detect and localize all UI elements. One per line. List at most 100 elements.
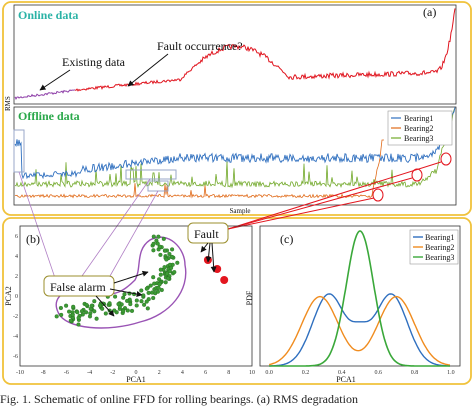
pdf-x-ticks: 0.0 0.2 0.4 0.6 0.8 1.0	[265, 370, 454, 376]
pca-point	[167, 251, 172, 257]
fault-link-3	[227, 161, 442, 230]
y-tick-label: 4	[15, 254, 18, 260]
fault-arrow-1	[200, 242, 209, 253]
fault-circle-bearing1	[440, 152, 452, 166]
x-tick-label: 0	[135, 370, 138, 376]
pca-point	[158, 272, 163, 277]
pca-point	[151, 275, 156, 280]
pdf-axes	[259, 225, 461, 367]
fault-link-1	[227, 197, 375, 230]
pca-point	[122, 292, 127, 297]
y-tick-label: -2	[13, 314, 18, 320]
fault-arrow-3	[210, 242, 217, 273]
fault-circle-bearing3	[411, 168, 423, 182]
pca-point	[166, 276, 171, 281]
pca-point	[139, 288, 144, 293]
pca-point	[88, 306, 93, 311]
pca-point	[151, 234, 156, 239]
legend-bearing2: Bearing2	[404, 124, 433, 133]
pca-point	[142, 302, 147, 307]
y-tick-label: -6	[13, 354, 18, 360]
panel-b-label: (b)	[26, 232, 40, 246]
pca-point	[128, 302, 133, 307]
panel-a-label: (a)	[423, 5, 436, 19]
pca-point	[158, 267, 163, 272]
pca-point	[84, 310, 89, 315]
pca-point	[150, 290, 155, 295]
pca-point	[70, 312, 75, 317]
x-tick-label: 0.6	[374, 370, 382, 376]
false-alarm-arrow-2	[109, 288, 143, 297]
x-tick-label: -10	[16, 370, 24, 376]
pdf-curve-bearing3	[269, 230, 450, 367]
x-tick-label: -8	[41, 370, 46, 376]
pca-point	[155, 289, 160, 294]
pca-point	[151, 295, 156, 301]
pdf-legend-bearing1: Bearing1	[425, 233, 454, 242]
pca-point	[64, 303, 69, 308]
online-existing-series	[14, 89, 76, 100]
pca-point	[97, 303, 103, 308]
pca-point	[139, 299, 144, 304]
legend-bearing3: Bearing3	[404, 134, 433, 143]
pca-point	[163, 280, 168, 285]
y-tick-label: 0	[15, 294, 18, 300]
pca2-axis-label: PCA2	[4, 286, 13, 306]
panel-bc-frame	[2, 217, 472, 385]
pca-point	[157, 282, 162, 287]
pca-point	[129, 308, 135, 313]
figure-caption: Fig. 1. Schematic of online FFD for roll…	[0, 392, 358, 406]
pdf-curve-bearing2	[268, 295, 451, 366]
pca-point	[157, 244, 162, 249]
offline-title: Offline data	[18, 109, 80, 123]
pca1-axis-label-c: PCA1	[336, 375, 356, 384]
highlight-box-left	[13, 129, 25, 173]
false-alarm-label: False alarm	[50, 280, 106, 294]
pca-scatter-axes	[19, 225, 253, 367]
fault-occurrence-label: Fault occurrence?	[157, 39, 243, 53]
x-tick-label: 6	[204, 370, 207, 376]
pca-point	[175, 260, 180, 265]
x-tick-label: -6	[64, 370, 69, 376]
false-alarm-label-box	[43, 275, 115, 297]
online-axes	[13, 4, 457, 105]
pca-point	[159, 287, 164, 293]
pca-point	[76, 315, 81, 320]
pca-point	[161, 236, 166, 241]
pca-point	[169, 254, 174, 259]
existing-data-label: Existing data	[62, 55, 126, 69]
online-new-series	[74, 8, 456, 92]
pca-point	[148, 283, 153, 288]
pca-point	[71, 304, 76, 309]
pca-point	[112, 308, 117, 313]
pca-point	[156, 285, 161, 290]
x-tick-label: -2	[110, 370, 115, 376]
pdf-legend-bearing2: Bearing2	[425, 243, 454, 252]
offline-bearing3-series	[14, 107, 456, 189]
fault-label: Fault	[194, 227, 219, 241]
x-tick-label: 0.4	[338, 370, 346, 376]
false-alarm-arrow-1	[95, 295, 115, 317]
false-alarm-link-3	[109, 190, 159, 277]
pca-point	[158, 252, 163, 257]
pca-point	[156, 234, 161, 239]
pca-point	[76, 322, 81, 327]
panel-c-label: (c)	[280, 232, 293, 246]
rms-axis-label: RMS	[4, 96, 12, 111]
sample-axis-label: Sample	[230, 207, 251, 215]
pca-point	[79, 309, 85, 314]
x-tick-label: 10	[249, 370, 255, 376]
pca-fault-points	[203, 256, 229, 284]
highlight-box-mid1	[125, 169, 177, 180]
pca-point	[92, 299, 97, 304]
pca-scatter-x-ticks: -10 -8 -6 -4 -2 0 2 4 6 8 10	[16, 370, 255, 376]
pca-point	[157, 277, 162, 282]
x-tick-label: 0.8	[411, 370, 419, 376]
offline-bearing1-series	[14, 107, 456, 180]
pca-point	[84, 302, 89, 308]
pca-point	[155, 241, 160, 246]
pca-point	[87, 314, 93, 319]
x-tick-label: 0.2	[302, 370, 310, 376]
false-alarm-link-2	[81, 178, 151, 277]
pca-point	[152, 281, 157, 286]
